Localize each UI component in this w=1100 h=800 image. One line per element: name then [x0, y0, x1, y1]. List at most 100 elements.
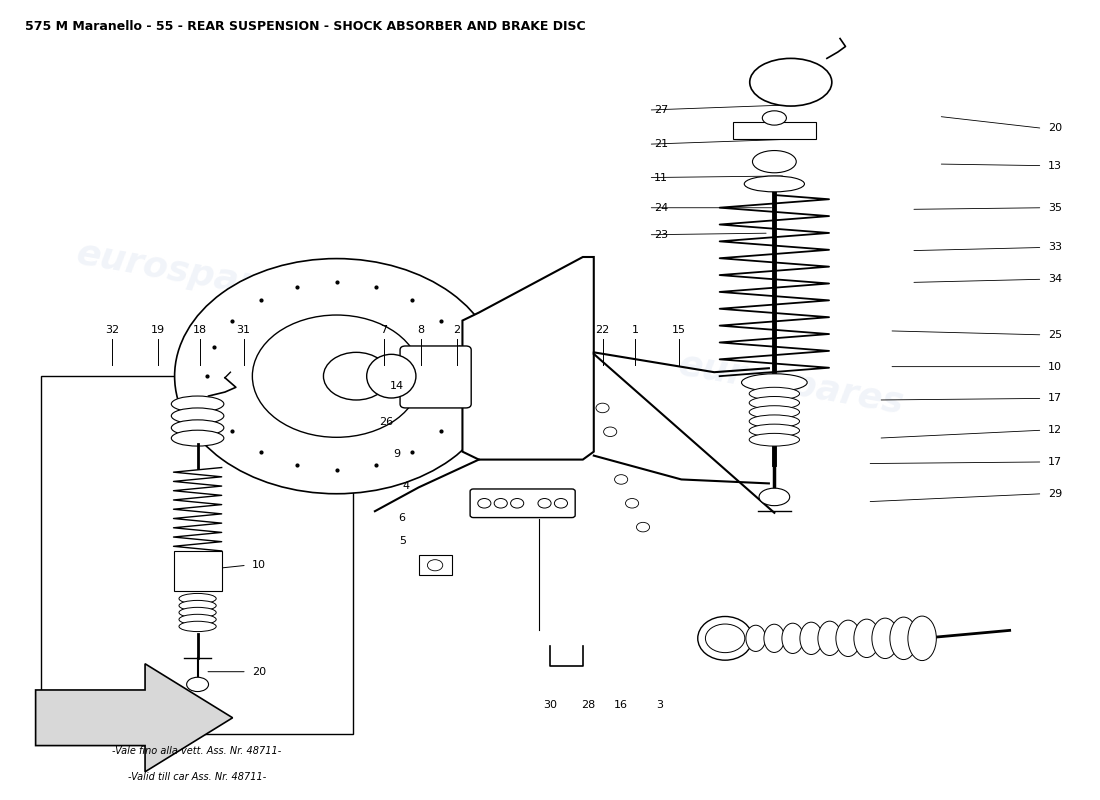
Text: 28: 28 [581, 700, 595, 710]
Text: 13: 13 [1048, 161, 1062, 170]
Ellipse shape [179, 614, 217, 625]
FancyBboxPatch shape [400, 346, 471, 408]
Ellipse shape [366, 354, 416, 398]
Ellipse shape [890, 617, 917, 659]
Ellipse shape [818, 621, 842, 655]
Circle shape [626, 498, 639, 508]
Text: 23: 23 [654, 230, 668, 240]
Text: 31: 31 [236, 325, 251, 335]
Circle shape [554, 498, 568, 508]
Circle shape [477, 498, 491, 508]
Circle shape [604, 427, 617, 437]
Text: 25: 25 [1048, 330, 1063, 340]
Text: 3: 3 [656, 700, 663, 710]
Text: 20: 20 [252, 666, 266, 677]
Ellipse shape [762, 111, 786, 125]
Text: 19: 19 [151, 325, 165, 335]
Ellipse shape [749, 415, 800, 428]
Ellipse shape [749, 406, 800, 418]
Ellipse shape [746, 626, 766, 651]
Text: 5: 5 [398, 537, 406, 546]
Ellipse shape [782, 623, 803, 654]
Ellipse shape [179, 622, 217, 631]
Circle shape [538, 498, 551, 508]
Text: 10: 10 [1048, 362, 1062, 372]
Ellipse shape [179, 600, 217, 610]
Text: 6: 6 [398, 513, 406, 522]
Ellipse shape [179, 594, 217, 604]
FancyBboxPatch shape [470, 489, 575, 518]
Text: 24: 24 [654, 202, 668, 213]
Text: 20: 20 [1048, 123, 1063, 134]
Text: 27: 27 [654, 105, 668, 115]
Ellipse shape [172, 408, 224, 424]
Text: 21: 21 [654, 139, 668, 149]
Text: 17: 17 [1048, 457, 1063, 467]
Text: 14: 14 [389, 381, 404, 390]
Text: 12: 12 [1048, 425, 1063, 435]
Ellipse shape [749, 387, 800, 400]
Ellipse shape [763, 624, 784, 653]
Bar [41, 376, 353, 734]
Text: 15: 15 [672, 325, 686, 335]
Text: eurospares: eurospares [74, 236, 305, 310]
Text: -Valid till car Ass. Nr. 48711-: -Valid till car Ass. Nr. 48711- [128, 772, 266, 782]
Text: 18: 18 [192, 325, 207, 335]
Text: 29: 29 [1048, 489, 1063, 498]
Text: 2: 2 [453, 325, 461, 335]
Circle shape [637, 522, 650, 532]
Text: 34: 34 [1048, 274, 1063, 284]
Text: 10: 10 [252, 560, 266, 570]
Text: 11: 11 [654, 173, 668, 182]
Text: -Vale fino alla vett. Ass. Nr. 48711-: -Vale fino alla vett. Ass. Nr. 48711- [112, 746, 282, 755]
Ellipse shape [172, 396, 224, 412]
Circle shape [596, 403, 609, 413]
Circle shape [428, 560, 442, 571]
Text: 1: 1 [631, 325, 639, 335]
Ellipse shape [759, 488, 790, 506]
Circle shape [323, 352, 389, 400]
Text: 4: 4 [402, 481, 409, 490]
Ellipse shape [752, 150, 796, 173]
Text: 17: 17 [1048, 394, 1063, 403]
Ellipse shape [854, 619, 879, 658]
Text: 35: 35 [1048, 202, 1062, 213]
Polygon shape [462, 257, 594, 459]
Ellipse shape [749, 424, 800, 437]
Ellipse shape [800, 622, 823, 654]
Ellipse shape [749, 397, 800, 410]
Text: 16: 16 [614, 700, 628, 710]
Circle shape [175, 258, 498, 494]
Text: 30: 30 [543, 700, 557, 710]
Text: 22: 22 [595, 325, 609, 335]
Text: 26: 26 [378, 418, 393, 427]
Text: 575 M Maranello - 55 - REAR SUSPENSION - SHOCK ABSORBER AND BRAKE DISC: 575 M Maranello - 55 - REAR SUSPENSION -… [24, 20, 585, 34]
Ellipse shape [749, 434, 800, 446]
Bar [419, 555, 451, 574]
Ellipse shape [179, 607, 217, 618]
Circle shape [510, 498, 524, 508]
Ellipse shape [745, 176, 804, 192]
Ellipse shape [741, 374, 807, 391]
Text: 9: 9 [393, 449, 400, 459]
Ellipse shape [750, 58, 832, 106]
Ellipse shape [872, 618, 899, 658]
Text: 32: 32 [106, 325, 119, 335]
Ellipse shape [697, 617, 752, 660]
Text: 7: 7 [381, 325, 387, 335]
Ellipse shape [908, 616, 936, 661]
Circle shape [705, 624, 745, 653]
Text: eurospares: eurospares [675, 347, 906, 421]
Ellipse shape [836, 620, 860, 657]
Text: 33: 33 [1048, 242, 1062, 253]
Bar [733, 122, 816, 139]
Ellipse shape [172, 420, 224, 436]
Ellipse shape [187, 678, 209, 691]
Ellipse shape [172, 430, 224, 446]
Circle shape [615, 474, 628, 484]
Polygon shape [35, 664, 232, 772]
Text: 8: 8 [417, 325, 425, 335]
Circle shape [494, 498, 507, 508]
Bar [174, 551, 222, 590]
Circle shape [252, 315, 421, 438]
